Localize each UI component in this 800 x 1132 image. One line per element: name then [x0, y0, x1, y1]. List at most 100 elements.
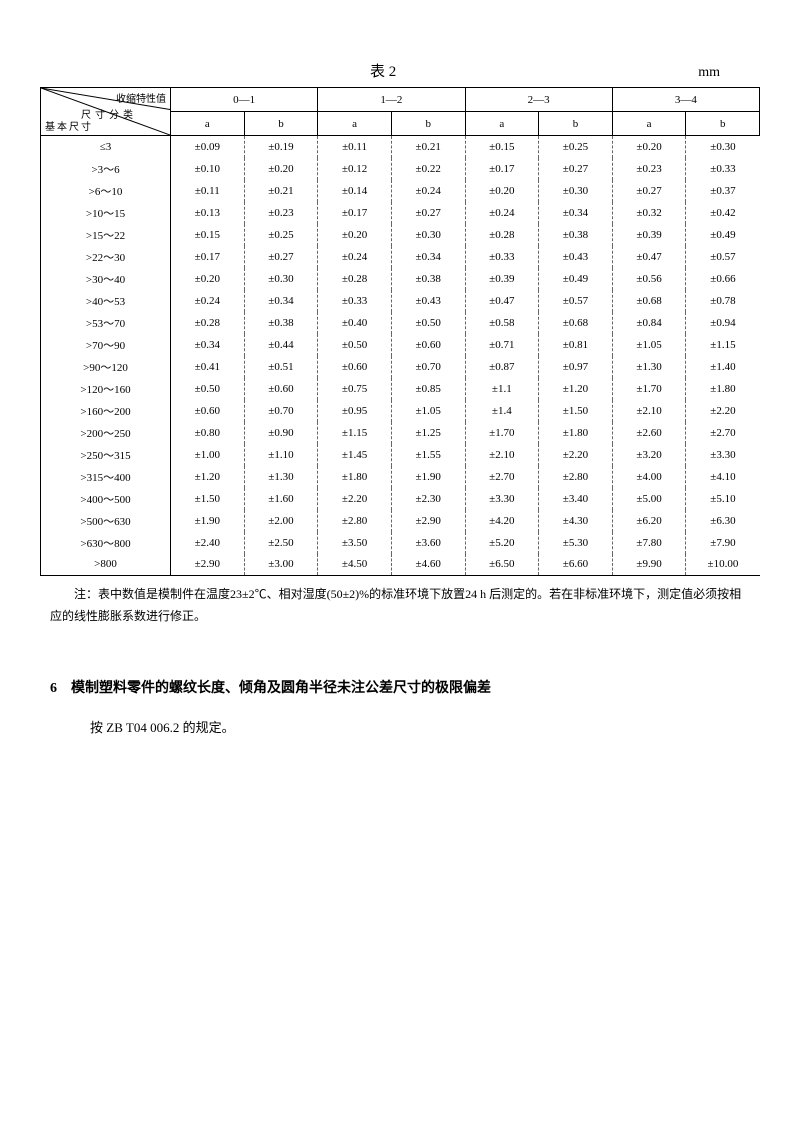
data-cell: ±0.14	[318, 180, 392, 202]
data-cell: ±0.47	[465, 290, 539, 312]
table-row: ≤3±0.09±0.19±0.11±0.21±0.15±0.25±0.20±0.…	[41, 136, 760, 158]
row-label: >400～500	[41, 488, 171, 510]
data-cell: ±5.00	[612, 488, 686, 510]
data-cell: ±9.90	[612, 554, 686, 576]
data-cell: ±1.30	[612, 356, 686, 378]
data-cell: ±1.30	[244, 466, 318, 488]
data-cell: ±1.80	[318, 466, 392, 488]
table-body: ≤3±0.09±0.19±0.11±0.21±0.15±0.25±0.20±0.…	[41, 136, 760, 576]
row-label: >15～22	[41, 224, 171, 246]
data-cell: ±7.80	[612, 532, 686, 554]
data-cell: ±0.21	[391, 136, 465, 158]
table-row: >400～500±1.50±1.60±2.20±2.30±3.30±3.40±5…	[41, 488, 760, 510]
sub-header: b	[244, 112, 318, 136]
data-cell: ±1.15	[686, 334, 760, 356]
data-cell: ±0.49	[686, 224, 760, 246]
row-label: >315～400	[41, 466, 171, 488]
data-cell: ±2.30	[391, 488, 465, 510]
data-cell: ±0.12	[318, 158, 392, 180]
data-cell: ±1.50	[171, 488, 245, 510]
table-row: >90～120±0.41±0.51±0.60±0.70±0.87±0.97±1.…	[41, 356, 760, 378]
data-cell: ±0.68	[539, 312, 613, 334]
row-label: >6～10	[41, 180, 171, 202]
data-cell: ±0.60	[318, 356, 392, 378]
data-cell: ±3.30	[686, 444, 760, 466]
data-cell: ±0.90	[244, 422, 318, 444]
data-cell: ±0.84	[612, 312, 686, 334]
data-cell: ±0.47	[612, 246, 686, 268]
row-label: >3～6	[41, 158, 171, 180]
table-row: >500～630±1.90±2.00±2.80±2.90±4.20±4.30±6…	[41, 510, 760, 532]
data-cell: ±1.10	[244, 444, 318, 466]
data-cell: ±0.32	[612, 202, 686, 224]
data-cell: ±0.60	[171, 400, 245, 422]
data-cell: ±1.60	[244, 488, 318, 510]
data-cell: ±0.20	[612, 136, 686, 158]
data-cell: ±0.80	[171, 422, 245, 444]
data-cell: ±0.24	[391, 180, 465, 202]
table-caption-row: 表 2 mm	[40, 60, 760, 87]
data-cell: ±0.33	[318, 290, 392, 312]
data-cell: ±0.34	[539, 202, 613, 224]
data-cell: ±0.09	[171, 136, 245, 158]
table-head: 收缩特性值 尺寸分类 基本尺寸 0—1 1—2 2—3 3—4 a b a b …	[41, 88, 760, 136]
row-label: >40～53	[41, 290, 171, 312]
data-cell: ±2.10	[612, 400, 686, 422]
data-cell: ±0.58	[465, 312, 539, 334]
data-cell: ±1.05	[612, 334, 686, 356]
data-cell: ±5.20	[465, 532, 539, 554]
table-row: >800±2.90±3.00±4.50±4.60±6.50±6.60±9.90±…	[41, 554, 760, 576]
table-row: >15～22±0.15±0.25±0.20±0.30±0.28±0.38±0.3…	[41, 224, 760, 246]
data-cell: ±0.17	[318, 202, 392, 224]
data-cell: ±1.40	[686, 356, 760, 378]
data-cell: ±0.15	[465, 136, 539, 158]
data-cell: ±4.10	[686, 466, 760, 488]
section-body: 按 ZB T04 006.2 的规定。	[90, 717, 760, 736]
data-cell: ±0.24	[171, 290, 245, 312]
data-cell: ±0.20	[171, 268, 245, 290]
group-header: 1—2	[318, 88, 465, 112]
data-cell: ±0.39	[465, 268, 539, 290]
data-cell: ±7.90	[686, 532, 760, 554]
data-cell: ±1.80	[539, 422, 613, 444]
data-cell: ±0.27	[539, 158, 613, 180]
data-cell: ±0.20	[244, 158, 318, 180]
data-cell: ±0.20	[318, 224, 392, 246]
data-cell: ±0.60	[391, 334, 465, 356]
data-cell: ±0.28	[171, 312, 245, 334]
data-cell: ±0.20	[465, 180, 539, 202]
data-cell: ±5.30	[539, 532, 613, 554]
data-cell: ±0.15	[171, 224, 245, 246]
data-cell: ±1.25	[391, 422, 465, 444]
row-label: >90～120	[41, 356, 171, 378]
data-cell: ±0.28	[318, 268, 392, 290]
data-cell: ±0.22	[391, 158, 465, 180]
table-row: >40～53±0.24±0.34±0.33±0.43±0.47±0.57±0.6…	[41, 290, 760, 312]
data-cell: ±2.40	[171, 532, 245, 554]
data-cell: ±0.27	[244, 246, 318, 268]
data-cell: ±0.19	[244, 136, 318, 158]
data-cell: ±0.43	[391, 290, 465, 312]
data-cell: ±0.50	[171, 378, 245, 400]
table-title: 表 2	[370, 60, 396, 81]
section-heading: 6 模制塑料零件的螺纹长度、倾角及圆角半径未注公差尺寸的极限偏差	[50, 677, 760, 697]
table-row: >70～90±0.34±0.44±0.50±0.60±0.71±0.81±1.0…	[41, 334, 760, 356]
data-cell: ±0.17	[465, 158, 539, 180]
data-cell: ±0.34	[171, 334, 245, 356]
data-cell: ±3.60	[391, 532, 465, 554]
table-row: >250～315±1.00±1.10±1.45±1.55±2.10±2.20±3…	[41, 444, 760, 466]
sub-header: a	[318, 112, 392, 136]
table-row: >10～15±0.13±0.23±0.17±0.27±0.24±0.34±0.3…	[41, 202, 760, 224]
data-cell: ±2.00	[244, 510, 318, 532]
data-cell: ±6.30	[686, 510, 760, 532]
sub-header: a	[171, 112, 245, 136]
data-cell: ±4.50	[318, 554, 392, 576]
data-cell: ±0.30	[244, 268, 318, 290]
row-label: ≤3	[41, 136, 171, 158]
data-cell: ±2.90	[171, 554, 245, 576]
data-cell: ±0.42	[686, 202, 760, 224]
data-cell: ±3.00	[244, 554, 318, 576]
data-cell: ±0.37	[686, 180, 760, 202]
data-cell: ±0.34	[244, 290, 318, 312]
row-label: >10～15	[41, 202, 171, 224]
